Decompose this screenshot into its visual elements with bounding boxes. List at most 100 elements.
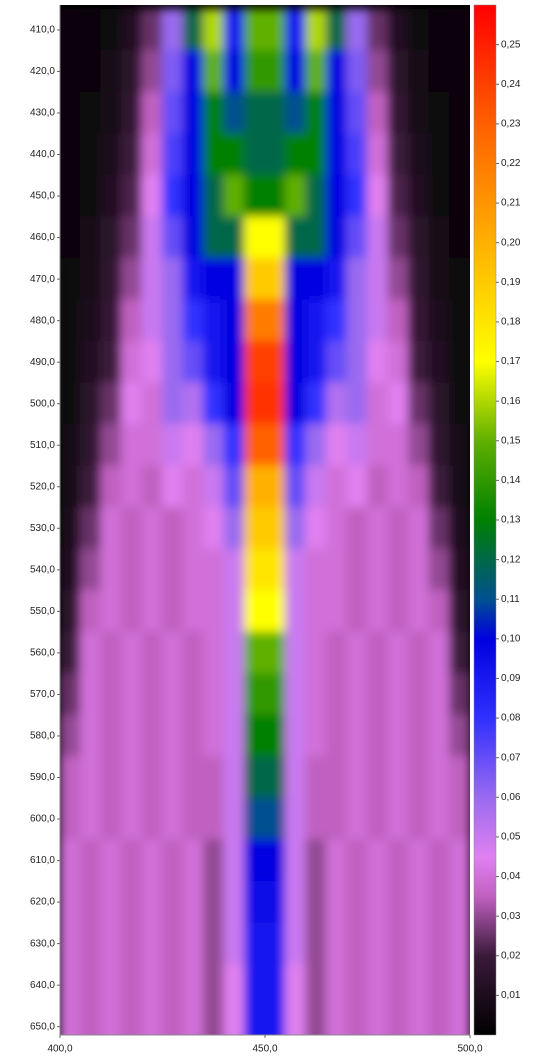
- heat-cell: [101, 466, 123, 509]
- heat-cell: [306, 133, 328, 176]
- heat-cell: [429, 839, 451, 882]
- heat-cell: [80, 258, 102, 301]
- heat-cell: [244, 673, 266, 716]
- colorbar-tick-label: 0,20: [501, 237, 521, 248]
- heat-cell: [121, 798, 143, 841]
- heat-cell: [224, 299, 246, 342]
- colorbar-tick-label: 0,03: [501, 911, 521, 922]
- heat-cell: [449, 258, 471, 301]
- heat-cell: [60, 922, 82, 965]
- colorbar-tick-label: 0,11: [501, 594, 520, 605]
- heat-cell: [449, 50, 471, 93]
- heat-cell: [162, 756, 184, 799]
- colorbar-tick-label: 0,16: [501, 396, 521, 407]
- heat-cell: [347, 673, 369, 716]
- heat-cell: [449, 798, 471, 841]
- heat-cell: [142, 133, 164, 176]
- heat-cell: [285, 299, 307, 342]
- heat-cell: [224, 50, 246, 93]
- heat-cell: [142, 466, 164, 509]
- heat-cell: [142, 299, 164, 342]
- y-tick-label: 440,0: [30, 149, 55, 160]
- y-tick-label: 580,0: [30, 731, 55, 742]
- heat-cell: [408, 133, 430, 176]
- heat-cell: [388, 92, 410, 135]
- heat-cell: [203, 50, 225, 93]
- y-tick-label: 430,0: [30, 108, 55, 119]
- heat-cell: [121, 756, 143, 799]
- heat-cell: [367, 964, 389, 1007]
- heat-cell: [285, 50, 307, 93]
- heat-cell: [101, 92, 123, 135]
- heat-cell: [449, 424, 471, 467]
- heat-cell: [101, 1005, 123, 1048]
- heat-cell: [326, 424, 348, 467]
- heat-cell: [306, 507, 328, 550]
- heat-cell: [244, 382, 266, 425]
- heat-cell: [347, 715, 369, 758]
- heat-cell: [326, 507, 348, 550]
- heat-cell: [203, 9, 225, 52]
- heat-cell: [142, 50, 164, 93]
- heat-cell: [388, 9, 410, 52]
- heat-cell: [347, 424, 369, 467]
- heat-cell: [306, 1005, 328, 1048]
- heat-cell: [162, 424, 184, 467]
- heat-cell: [429, 756, 451, 799]
- heat-cell: [367, 715, 389, 758]
- heat-cell: [408, 216, 430, 259]
- heat-cell: [203, 92, 225, 135]
- heat-cell: [224, 175, 246, 218]
- heat-cell: [162, 964, 184, 1007]
- heat-cell: [60, 881, 82, 924]
- y-tick-label: 540,0: [30, 564, 55, 575]
- heat-cell: [224, 341, 246, 384]
- heat-cell: [347, 964, 369, 1007]
- heat-cell: [142, 382, 164, 425]
- heat-cell: [101, 881, 123, 924]
- heat-cell: [306, 549, 328, 592]
- heat-cell: [183, 798, 205, 841]
- heat-cell: [367, 216, 389, 259]
- heat-cell: [203, 216, 225, 259]
- heat-cell: [265, 715, 287, 758]
- heat-cell: [224, 507, 246, 550]
- heat-cell: [183, 341, 205, 384]
- heat-cell: [449, 507, 471, 550]
- heat-cell: [80, 590, 102, 633]
- heat-cell: [80, 466, 102, 509]
- heat-cell: [80, 1005, 102, 1048]
- heat-cell: [80, 964, 102, 1007]
- heat-cell: [244, 507, 266, 550]
- heat-cell: [244, 466, 266, 509]
- heat-cell: [429, 590, 451, 633]
- heat-cell: [408, 50, 430, 93]
- heat-cell: [265, 424, 287, 467]
- heat-cell: [367, 632, 389, 675]
- heat-cell: [142, 507, 164, 550]
- heat-cell: [80, 673, 102, 716]
- heat-cell: [265, 92, 287, 135]
- heat-cell: [142, 964, 164, 1007]
- heat-cell: [183, 715, 205, 758]
- heat-cell: [80, 756, 102, 799]
- heat-cell: [265, 258, 287, 301]
- heat-cell: [162, 133, 184, 176]
- heat-cell: [265, 839, 287, 882]
- heat-cell: [429, 922, 451, 965]
- heat-cell: [60, 632, 82, 675]
- heat-cell: [326, 382, 348, 425]
- heat-cell: [326, 258, 348, 301]
- heat-cell: [347, 549, 369, 592]
- heat-cell: [162, 216, 184, 259]
- heat-cell: [285, 9, 307, 52]
- x-tick-label: 400,0: [47, 1044, 72, 1055]
- heat-cell: [326, 964, 348, 1007]
- heat-cell: [367, 549, 389, 592]
- heat-cell: [388, 922, 410, 965]
- heat-cell: [388, 715, 410, 758]
- heat-cell: [367, 92, 389, 135]
- heat-cell: [429, 964, 451, 1007]
- heat-cell: [408, 632, 430, 675]
- heat-cell: [60, 9, 82, 52]
